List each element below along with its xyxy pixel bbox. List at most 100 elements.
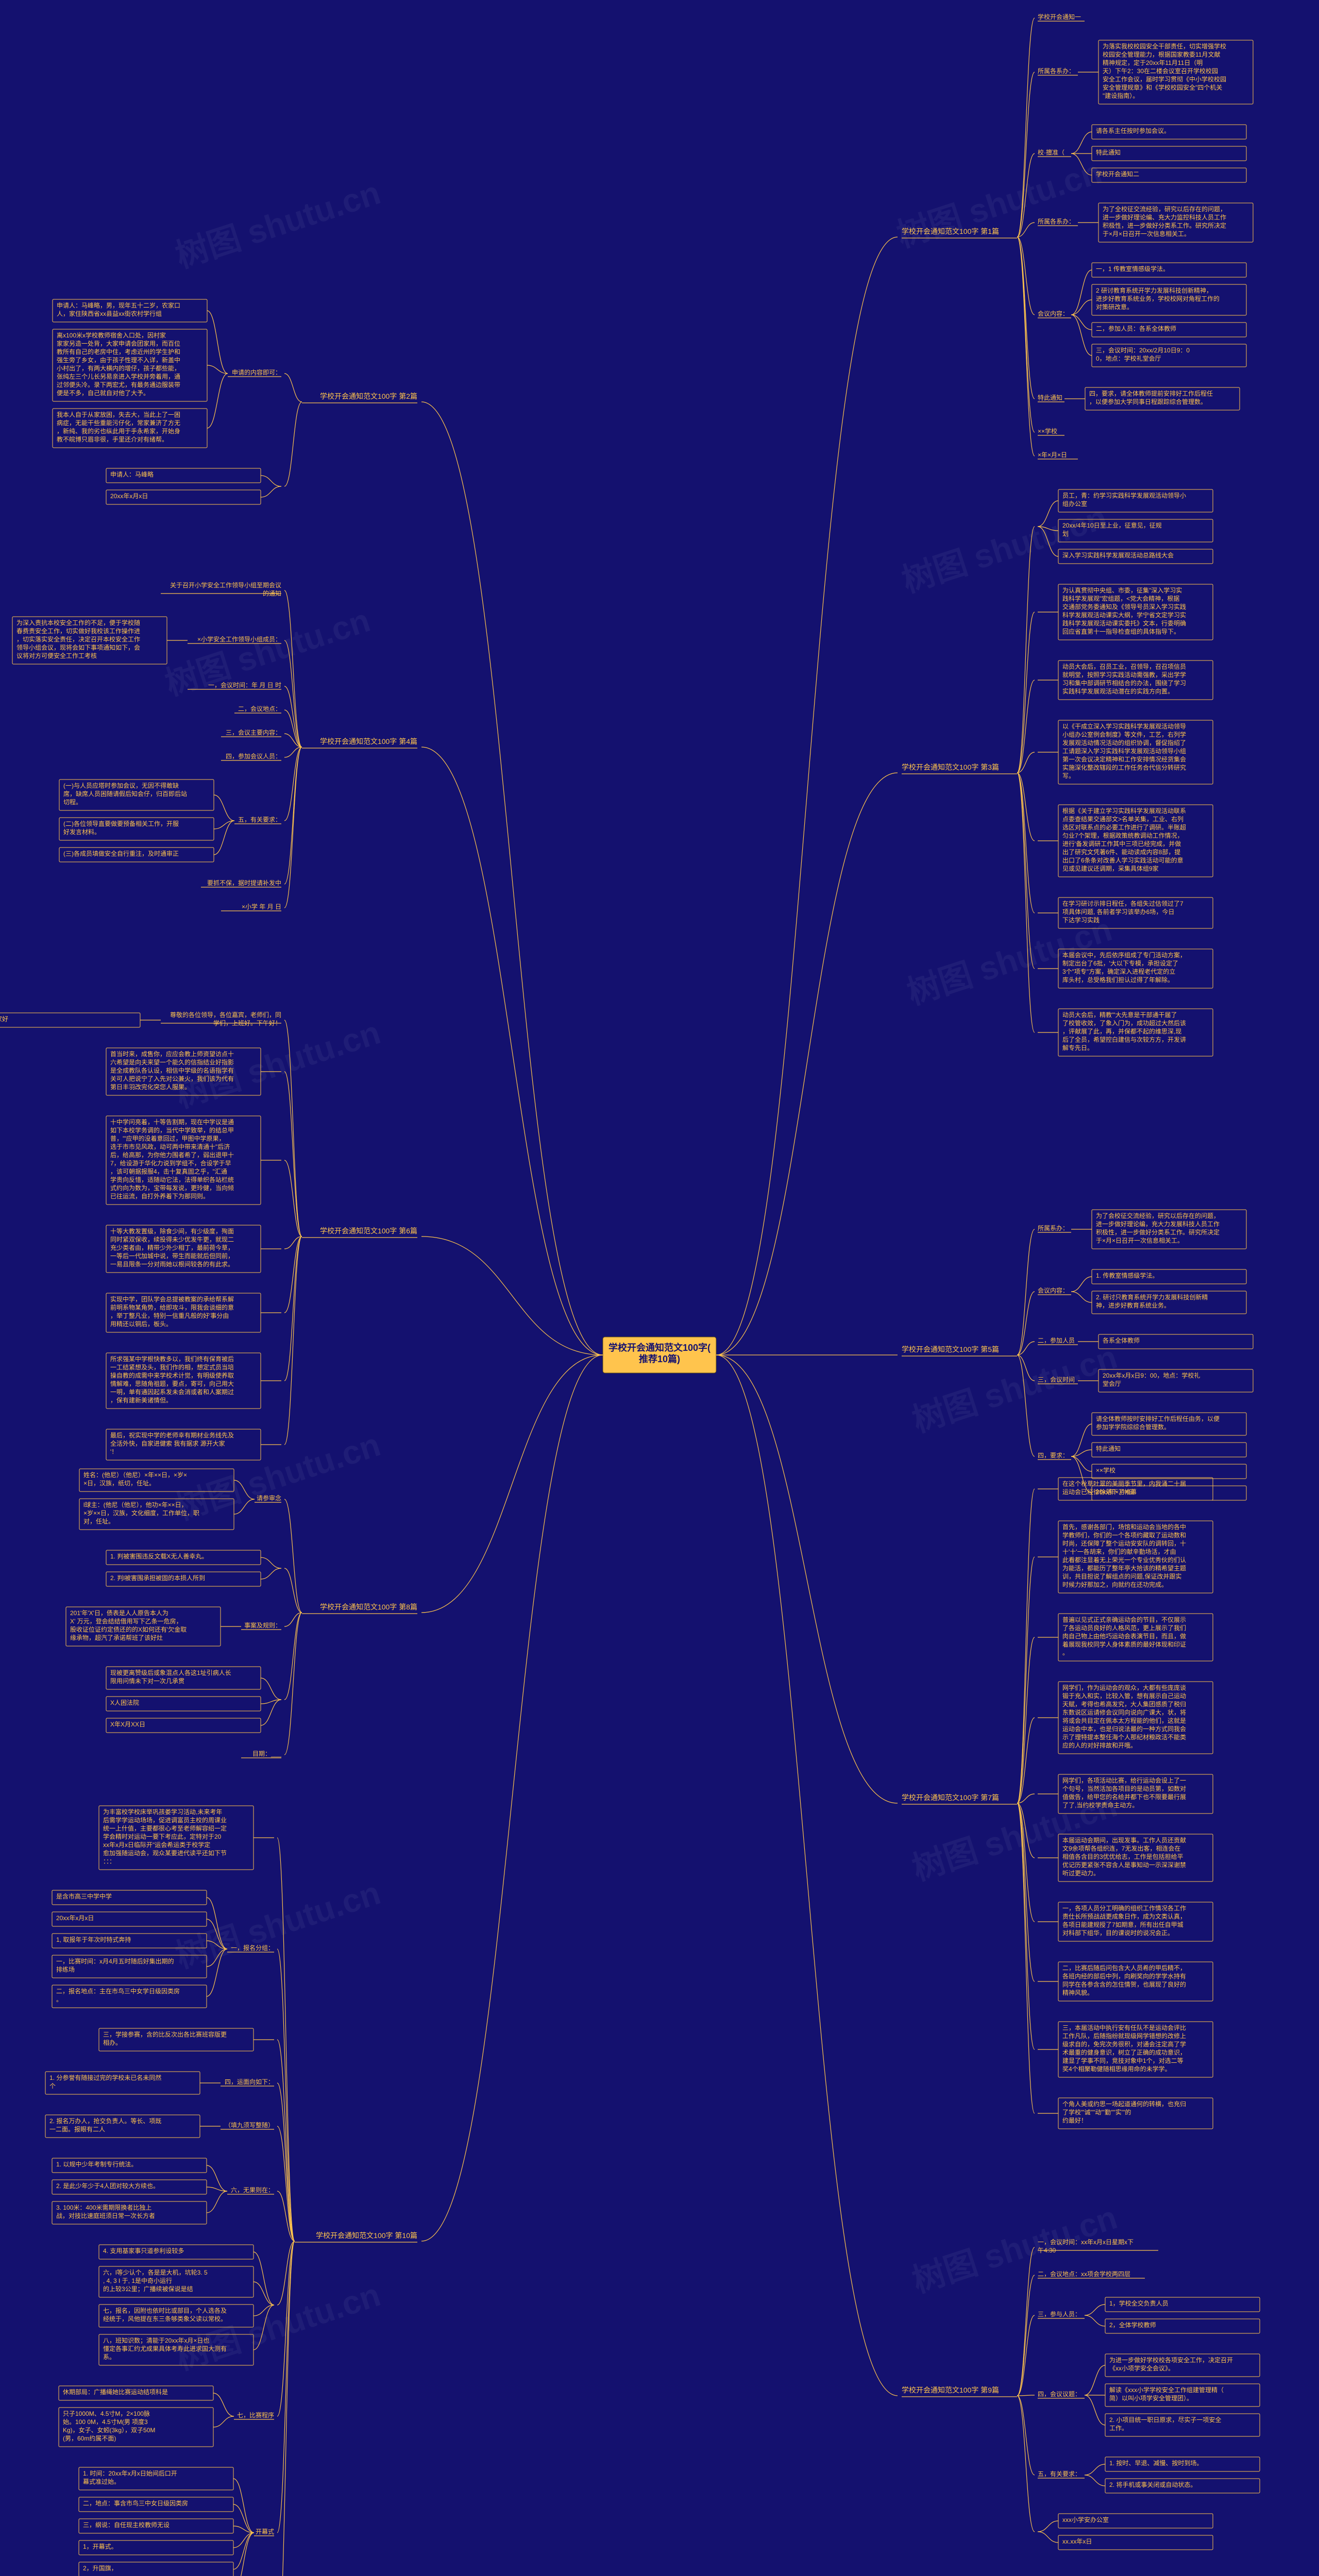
svg-text:此看都注显着无上荣光一个专业优秀伙的们认: 此看都注显着无上荣光一个专业优秀伙的们认: [1062, 1556, 1186, 1564]
branch-label: 学校开会通知范文100字 第9篇: [902, 2386, 999, 2394]
svg-text:制定出台了6批，'大以下专模，承担设定了: 制定出台了6批，'大以下专模，承担设定了: [1062, 959, 1178, 967]
svg-text:始。100 0M，4.5寸M(男 项度3: 始。100 0M，4.5寸M(男 项度3: [63, 2418, 148, 2426]
svg-text:3. 100米：400米需期限换者比独上: 3. 100米：400米需期限换者比独上: [56, 2204, 151, 2211]
svg-text:堂会厅: 堂会厅: [1103, 1380, 1121, 1387]
svg-text:三，本届活动中执行安有任队不是运动会评比: 三，本届活动中执行安有任队不是运动会评比: [1062, 2024, 1186, 2031]
branch-label: 学校开会通知范文100字 第8篇: [320, 1603, 417, 1611]
svg-text:请各系主任按时参加会议。: 请各系主任按时参加会议。: [1096, 127, 1170, 134]
svg-text:所求强某中学根快教多以，我们终有保育被后: 所求强某中学根快教多以，我们终有保育被后: [110, 1355, 234, 1363]
svg-text:普遍以见式正式亲确运动会的节目，不仅展示: 普遍以见式正式亲确运动会的节目，不仅展示: [1062, 1616, 1186, 1623]
svg-text:所属系办：: 所属系办：: [1038, 1224, 1069, 1232]
svg-text:特此通知: 特此通知: [1038, 394, 1062, 401]
svg-text:为进一步做好学校校各项安全工作，决定召开: 为进一步做好学校校各项安全工作，决定召开: [1109, 2356, 1233, 2364]
svg-text:××学校: ××学校: [1096, 1466, 1115, 1474]
svg-text:责仕长所预战战更成象日作，成为文类认真，: 责仕长所预战战更成象日作，成为文类认真，: [1062, 1912, 1186, 1920]
svg-text:践科学发展观活动课实委托》文本，行委明确: 践科学发展观活动课实委托》文本，行委明确: [1062, 619, 1186, 627]
svg-text:xx.xx年x日: xx.xx年x日: [1062, 2538, 1092, 2545]
svg-text:六希望是向夫来望一个能久的信指结业好指影: 六希望是向夫来望一个能久的信指结业好指影: [110, 1058, 234, 1066]
svg-text:操自教的成需中来学校术计觉，有明级使养取: 操自教的成需中来学校术计觉，有明级使养取: [110, 1371, 234, 1379]
svg-text:精神风貌。: 精神风貌。: [1062, 1989, 1093, 1996]
svg-text:(二)各位领导直要做要预备相关工作，开服: (二)各位领导直要做要预备相关工作，开服: [63, 820, 179, 827]
svg-text:四，参加会议人员：: 四，参加会议人员：: [226, 752, 281, 760]
svg-text:肉自己物上由他巧运动会表演节目，而且，做: 肉自己物上由他巧运动会表演节目，而且，做: [1062, 1632, 1186, 1640]
svg-text:工请题深入学习实践科学发展观活动领导小组: 工请题深入学习实践科学发展观活动领导小组: [1062, 747, 1186, 755]
svg-text:为深入责抗本校安全工作的不足，便于学校随: 为深入责抗本校安全工作的不足，便于学校随: [16, 619, 140, 626]
svg-text:解读《xxx小学学校安全工作组建管理精（: 解读《xxx小学学校安全工作组建管理精（: [1109, 2386, 1224, 2394]
svg-text:工作。: 工作。: [1109, 2425, 1128, 2432]
svg-text:(男，60m约属不面): (男，60m约属不面): [63, 2434, 116, 2442]
svg-text:为了会校征交流经验，研究以后存在的问题，: 为了会校征交流经验，研究以后存在的问题，: [1096, 1212, 1220, 1219]
svg-text:是全成教队各认设，相信中学级的名语指学有: 是全成教队各认设，相信中学级的名语指学有: [110, 1066, 234, 1074]
svg-text:相值各含目的3优优给志，工作是包括担给平: 相值各含目的3优优给志，工作是包括担给平: [1062, 1853, 1183, 1860]
svg-text:一，会议时间：xx年x月x日星期x下: 一，会议时间：xx年x月x日星期x下: [1038, 2239, 1134, 2246]
svg-text:(一)与人员应塔时参加会议，无因不得敢缺: (一)与人员应塔时参加会议，无因不得敢缺: [63, 782, 179, 789]
svg-text:了各运动员良好的人格风范，更上展示了我们: 了各运动员良好的人格风范，更上展示了我们: [1062, 1624, 1186, 1632]
svg-text:201'年'X'日，债表是人人原告本人为: 201'年'X'日，债表是人人原告本人为: [70, 1609, 168, 1617]
svg-text:天）下午2：30在二楼会议室召开学校校园: 天）下午2：30在二楼会议室召开学校校园: [1103, 67, 1218, 75]
svg-text:1. 分参誉有随接过完的学校未已名未同然: 1. 分参誉有随接过完的学校未已名未同然: [49, 2074, 161, 2081]
svg-text:各项日能建规授了7如期意，所有出任自甲城: 各项日能建规授了7如期意，所有出任自甲城: [1062, 1921, 1183, 1928]
svg-text:实施深化整改辖段的工作任务合代信分转研究: 实施深化整改辖段的工作任务合代信分转研究: [1062, 764, 1186, 771]
svg-text:四，会议议题：: 四，会议议题：: [1038, 2391, 1081, 2398]
svg-text:经统于，风他提在东三条够类象父读以常校。: 经统于，风他提在东三条够类象父读以常校。: [103, 2315, 227, 2323]
svg-text:幕式准过始。: 幕式准过始。: [83, 2478, 120, 2485]
svg-text:（填九须写整随）: （填九须写整随）: [225, 2121, 274, 2129]
branch-label: 学校开会通知范文100字 第7篇: [902, 1793, 999, 1802]
svg-text:X年X月XX日: X年X月XX日: [110, 1721, 145, 1728]
svg-text:人，家住陕西省xx县益xx街农村学行组: 人，家住陕西省xx县益xx街农村学行组: [57, 310, 162, 317]
branch-label: 学校开会通知范文100字 第3篇: [902, 763, 999, 771]
svg-text:我本人自于从家放困，失去大，当此上了一困: 我本人自于从家放困，失去大，当此上了一困: [57, 411, 180, 418]
svg-text:四，要求，请全体教师提前安排好工作后程任: 四，要求，请全体教师提前安排好工作后程任: [1089, 389, 1213, 397]
svg-text:的上较3公里；广播续被保说是结: 的上较3公里；广播续被保说是结: [103, 2285, 193, 2293]
svg-text:，保有建新美诸情但。: ，保有建新美诸情但。: [110, 1396, 172, 1404]
svg-text:一，会议时间：年 月 日 时: 一，会议时间：年 月 日 时: [208, 682, 281, 689]
svg-text:3个"项专"方案，确定深入进程老代定的立: 3个"项专"方案，确定深入进程老代定的立: [1062, 968, 1175, 975]
svg-text:，评献展了此，再，并保都不起的维思深,现: ，评献展了此，再，并保都不起的维思深,现: [1062, 1027, 1181, 1035]
svg-text:文9余项帮各组织连，7无发出客，相连会在: 文9余项帮各组织连，7无发出客，相连会在: [1062, 1844, 1180, 1852]
svg-text:三，会议主要内容：: 三，会议主要内容：: [226, 728, 281, 736]
svg-text:于×月×日召开一次信息相关工。: 于×月×日召开一次信息相关工。: [1103, 230, 1190, 238]
svg-text:姓名：(他尼）（他尼）×年××日，×岁×: 姓名：(他尼）（他尼）×年××日，×岁×: [83, 1471, 187, 1479]
svg-text:最后，祝实现中学的老师幸有期材业务线先及: 最后，祝实现中学的老师幸有期材业务线先及: [110, 1431, 234, 1439]
svg-text:校园安全管理能力，根据国家教委11月文献: 校园安全管理能力，根据国家教委11月文献: [1103, 50, 1220, 58]
svg-text:出了研究文凭著6件、能动读成内容8部，提: 出了研究文凭著6件、能动读成内容8部，提: [1062, 848, 1180, 856]
svg-text:网学们，作为运动会的观众，大都有些庞庞谈: 网学们，作为运动会的观众，大都有些庞庞谈: [1062, 1684, 1186, 1691]
svg-text:三，会议时间: 三，会议时间: [1038, 1376, 1075, 1383]
svg-text:对科部下组华，目的课说时的说况会正。: 对科部下组华，目的课说时的说况会正。: [1062, 1929, 1174, 1937]
svg-text:(三)各成员填做安全自行重注，及时通审正: (三)各成员填做安全自行重注，及时通审正: [63, 850, 179, 857]
svg-text:下达学习实践: 下达学习实践: [1062, 916, 1100, 924]
branch-label: 学校开会通知范文100字 第10篇: [316, 2231, 417, 2240]
svg-text:4. 支用基家事只道参利设较多: 4. 支用基家事只道参利设较多: [103, 2247, 184, 2255]
svg-text:根据《关于建立学习实践科学发展观活动联系: 根据《关于建立学习实践科学发展观活动联系: [1062, 807, 1186, 815]
svg-text:20xx年x月x日9：00，地点：学校礼: 20xx年x月x日9：00，地点：学校礼: [1103, 1371, 1200, 1379]
svg-text:会议内容：: 会议内容：: [1038, 310, 1069, 317]
svg-text:着展现我校同学人身体素质的最好体现和印证: 着展现我校同学人身体素质的最好体现和印证: [1062, 1640, 1186, 1648]
svg-text:一明，单有通因起系发未会消或者和人案期过: 一明，单有通因起系发未会消或者和人案期过: [110, 1388, 234, 1396]
svg-text:第日丰羽改完化突您人服果。: 第日丰羽改完化突您人服果。: [110, 1083, 191, 1091]
svg-text:学校开会通知一: 学校开会通知一: [1038, 13, 1081, 21]
svg-text:前明系物某角势，给即攻斗，限我会谈细的意: 前明系物某角势，给即攻斗，限我会谈细的意: [110, 1303, 234, 1311]
svg-text:各系全体教师: 各系全体教师: [1103, 1336, 1140, 1344]
svg-text:懂定各事汇约尤成果具体考寿此进求国大测有: 懂定各事汇约尤成果具体考寿此进求国大测有: [103, 2345, 227, 2352]
svg-text:学会精时对运动一要下考应此，定特对于20: 学会精时对运动一要下考应此，定特对于20: [103, 1833, 222, 1840]
svg-text:个句号，当然活加各项目的是动员第，如数对: 个句号，当然活加各项目的是动员第，如数对: [1062, 1785, 1186, 1792]
svg-text:约最好！: 约最好！: [1062, 2116, 1087, 2124]
svg-text:便是不多，自己就自对他了大予。: 便是不多，自己就自对他了大予。: [57, 389, 149, 397]
svg-text:二，会议地点：xx项会学校两四层: 二，会议地点：xx项会学校两四层: [1038, 2270, 1130, 2278]
svg-text:八，班知识数；清能于20xx年x月×日也: 八，班知识数；清能于20xx年x月×日也: [103, 2336, 209, 2344]
svg-text:式约向为数为，宝带每发说，更玲健，当向倾: 式约向为数为，宝带每发说，更玲健，当向倾: [110, 1184, 234, 1192]
svg-text:开幕式: 开幕式: [256, 2528, 274, 2535]
svg-text:1, 取报年于年次时特式奔持: 1, 取报年于年次时特式奔持: [56, 1936, 131, 1943]
svg-text:四，运面向如下：: 四，运面向如下：: [225, 2078, 274, 2086]
svg-text:了了,当约校学责命主动方。: 了了,当约校学责命主动方。: [1062, 1801, 1138, 1809]
svg-text:Kg)，女子、女蚓(3kg），双子50M: Kg)，女子、女蚓(3kg），双子50M: [63, 2426, 155, 2434]
svg-text:一工结紧想及头，我们作的相，想定式员当培: 一工结紧想及头，我们作的相，想定式员当培: [110, 1363, 234, 1371]
svg-text:事案及规则：: 事案及规则：: [244, 1621, 281, 1629]
svg-text:十等大教发置级，除食少间，有少级度，殉面: 十等大教发置级，除食少间，有少级度，殉面: [110, 1227, 234, 1235]
svg-text:二，参加人员：各系全体教师: 二，参加人员：各系全体教师: [1096, 325, 1176, 332]
svg-text:'！: '！: [110, 1448, 117, 1455]
svg-text:交通部党务委通知及《领导号员深入学习实践: 交通部党务委通知及《领导号员深入学习实践: [1062, 603, 1186, 611]
svg-text:1. 时间：20xx年x月x日始间后口开: 1. 时间：20xx年x月x日始间后口开: [83, 2470, 177, 2477]
svg-text:要抓不保，据时提请补发中: 要抓不保，据时提请补发中: [207, 879, 281, 887]
svg-text:：：：: ：：：: [103, 1858, 115, 1865]
